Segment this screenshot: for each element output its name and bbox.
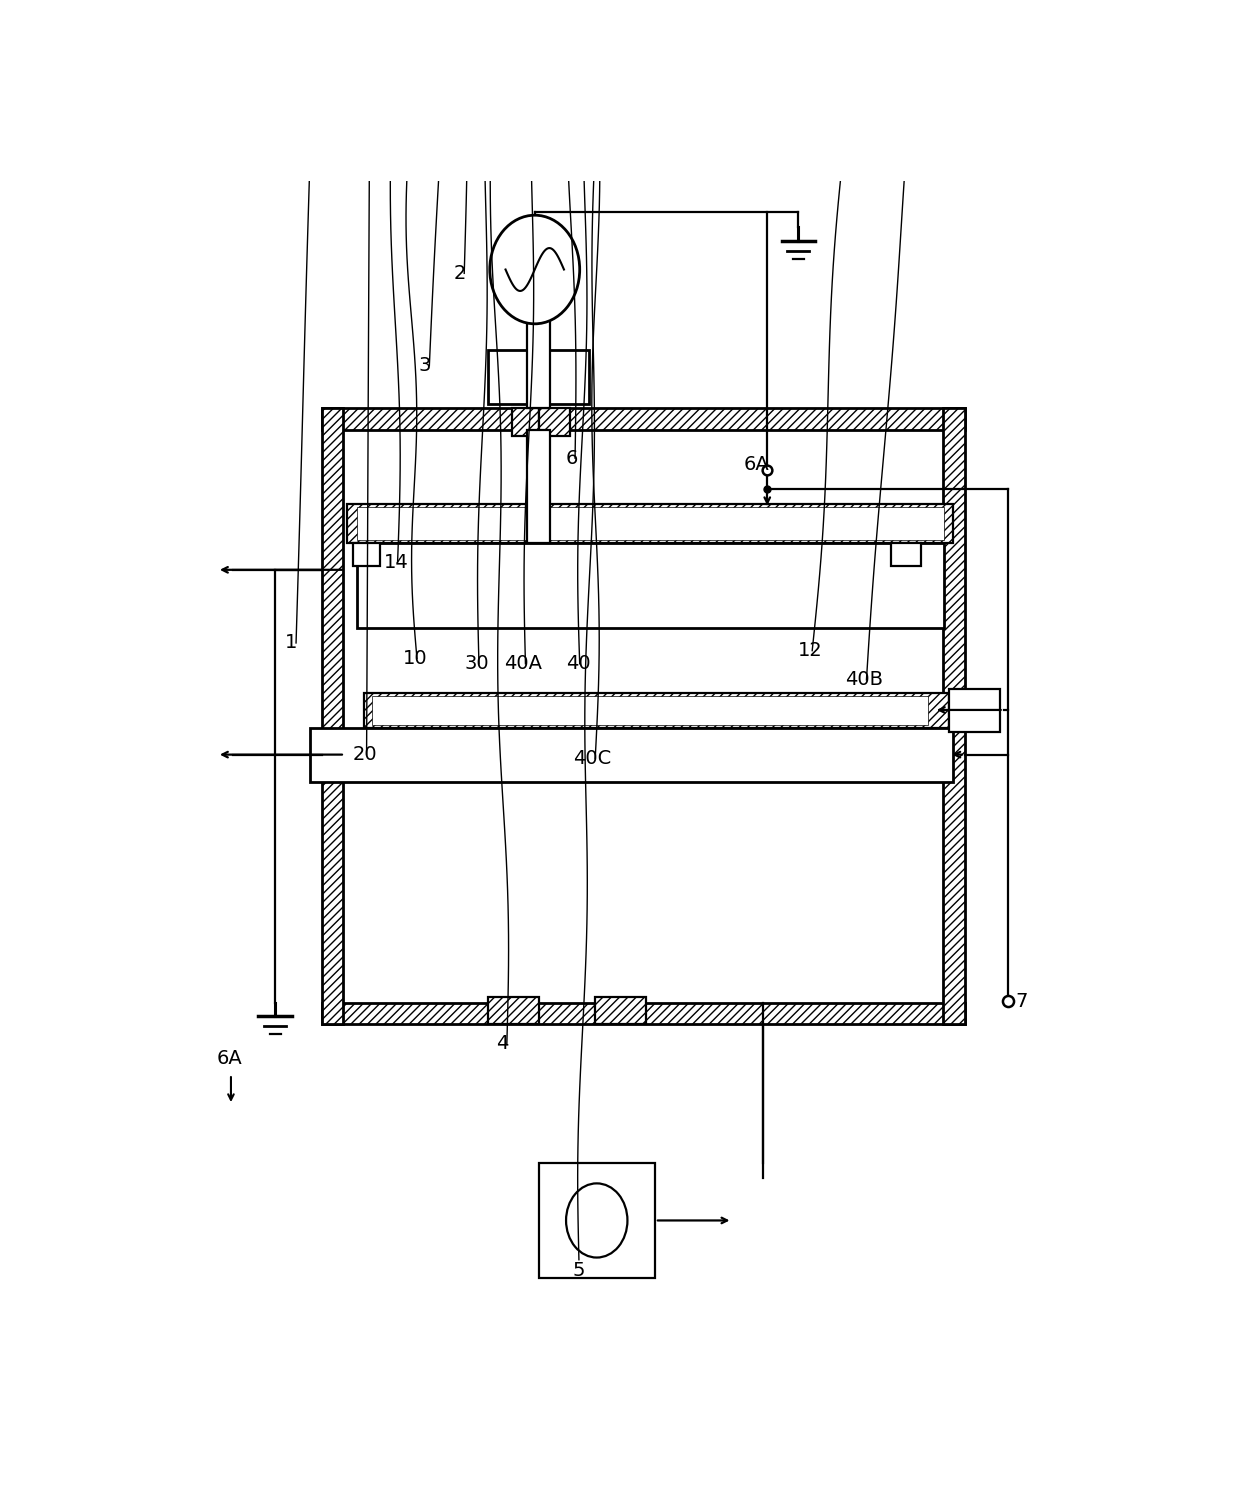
Bar <box>527 280 551 409</box>
Bar <box>357 543 944 627</box>
Text: 6A: 6A <box>217 1050 243 1068</box>
Bar <box>321 1003 965 1024</box>
Text: 40: 40 <box>565 654 590 673</box>
Bar <box>372 697 928 724</box>
Bar <box>511 409 538 436</box>
Bar <box>489 997 538 1024</box>
Bar <box>944 409 965 1024</box>
Text: 3: 3 <box>419 356 430 375</box>
Bar <box>310 728 954 781</box>
Text: 10: 10 <box>403 648 428 668</box>
Text: 12: 12 <box>799 641 823 661</box>
Bar <box>595 997 646 1024</box>
Text: 6: 6 <box>565 449 578 467</box>
Bar <box>352 543 379 566</box>
Circle shape <box>490 216 580 324</box>
Text: 4: 4 <box>496 1034 508 1053</box>
Bar <box>538 409 569 436</box>
Text: 30: 30 <box>465 654 490 673</box>
Text: 5: 5 <box>573 1261 585 1280</box>
Bar <box>347 504 954 543</box>
Text: 1: 1 <box>285 633 298 653</box>
Bar <box>892 543 920 566</box>
Bar <box>343 430 944 1003</box>
Bar <box>321 409 965 430</box>
Text: 40B: 40B <box>844 671 883 689</box>
Bar <box>527 430 551 543</box>
Text: 14: 14 <box>383 552 408 572</box>
Text: 40A: 40A <box>503 654 542 673</box>
Bar <box>357 507 944 540</box>
Text: 20: 20 <box>352 745 377 765</box>
Bar <box>365 694 950 728</box>
Bar <box>489 350 589 404</box>
Bar <box>950 689 999 731</box>
Text: 7: 7 <box>1016 992 1028 1010</box>
Bar <box>321 409 343 1024</box>
Text: 6A: 6A <box>744 455 770 474</box>
Text: 40C: 40C <box>573 749 611 768</box>
Bar <box>538 1163 655 1279</box>
Text: 2: 2 <box>454 264 466 284</box>
